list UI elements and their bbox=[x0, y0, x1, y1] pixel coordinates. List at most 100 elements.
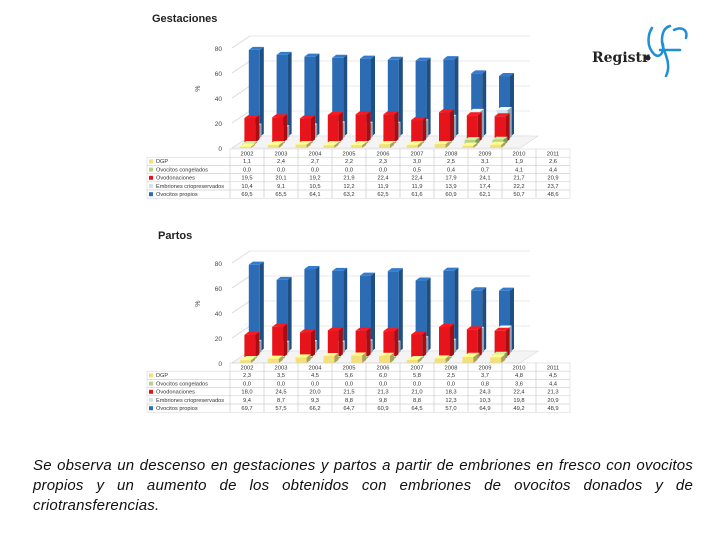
bar-top bbox=[494, 113, 510, 117]
x-tick-label: 2004 bbox=[309, 152, 323, 158]
data-label: 57,5 bbox=[275, 406, 286, 412]
data-label: 9,8 bbox=[379, 398, 387, 404]
bar-front bbox=[240, 146, 251, 148]
bar-front bbox=[332, 57, 344, 137]
bar-top bbox=[272, 114, 288, 118]
bar-ovocitos-propios bbox=[360, 55, 375, 137]
legend-swatch bbox=[149, 159, 153, 164]
bar-top bbox=[383, 111, 399, 115]
bar-front bbox=[323, 356, 335, 363]
bar-front bbox=[355, 114, 367, 143]
data-label: 10,4 bbox=[241, 184, 253, 190]
chart-title: Gestaciones bbox=[152, 13, 217, 25]
y-tick-label: 60 bbox=[215, 71, 223, 78]
bar-ovocitos-propios bbox=[276, 51, 292, 137]
data-label: 4,4 bbox=[549, 381, 558, 387]
data-table: 2002 2003 2004 2005 2006 2007 2008 2009 2010 2011… bbox=[146, 362, 571, 413]
data-label: 62,5 bbox=[377, 192, 388, 198]
bar-ovodonaciones bbox=[244, 115, 260, 143]
data-label: 21,3 bbox=[377, 390, 388, 396]
data-label: 1,9 bbox=[515, 159, 523, 165]
bar-side bbox=[287, 51, 292, 137]
bar-front bbox=[327, 330, 339, 358]
bar-front bbox=[415, 60, 427, 137]
legend-swatch bbox=[149, 389, 153, 394]
x-tick-label: 2004 bbox=[309, 366, 323, 372]
bar-top bbox=[300, 329, 315, 333]
bar-top bbox=[492, 351, 508, 355]
data-label: 64,1 bbox=[309, 192, 320, 198]
legend-swatch bbox=[149, 184, 153, 188]
bar-ovodonaciones bbox=[411, 331, 427, 358]
bar-top bbox=[295, 354, 311, 358]
bar-top bbox=[267, 142, 283, 145]
y-tick-label: 80 bbox=[215, 46, 223, 53]
y-tick-label: 0 bbox=[218, 361, 222, 368]
data-label: 0,0 bbox=[311, 167, 319, 173]
bar-front bbox=[355, 330, 367, 358]
y-tick-label: 0 bbox=[218, 146, 222, 153]
registro-logo: Registr bbox=[592, 24, 688, 78]
bar-top bbox=[300, 115, 315, 119]
bar-ovodonaciones bbox=[466, 112, 482, 143]
bar-side bbox=[477, 112, 482, 143]
bar-top bbox=[355, 111, 371, 115]
legend-swatch bbox=[149, 406, 153, 411]
data-label: 1,1 bbox=[243, 159, 251, 165]
data-label: 11,9 bbox=[412, 184, 423, 190]
bar-top bbox=[471, 70, 487, 74]
bar-top bbox=[434, 355, 450, 359]
bar-dgp bbox=[295, 141, 311, 148]
data-label: 0,0 bbox=[447, 381, 455, 387]
bar-ovodonaciones bbox=[439, 324, 454, 358]
bar-dgp bbox=[434, 355, 450, 363]
data-label: 48,6 bbox=[547, 192, 558, 198]
x-tick-label: 2009 bbox=[479, 152, 492, 158]
bar-ovodonaciones bbox=[300, 115, 315, 143]
bar-front bbox=[439, 112, 450, 143]
data-label: 60,9 bbox=[377, 406, 388, 412]
data-label: 0,0 bbox=[379, 381, 387, 387]
bar-front bbox=[383, 331, 395, 358]
bar-top bbox=[439, 109, 454, 113]
data-label: 20,9 bbox=[547, 398, 558, 404]
data-label: 21,9 bbox=[343, 176, 354, 182]
bar-top bbox=[415, 277, 431, 281]
bar-side bbox=[343, 267, 348, 352]
bar-dgp bbox=[462, 354, 478, 363]
data-label: 69,7 bbox=[241, 406, 252, 412]
bar-dgp bbox=[295, 354, 311, 363]
data-label: 4,1 bbox=[515, 167, 523, 173]
y-tick-label: 40 bbox=[215, 96, 223, 103]
bar-front bbox=[466, 115, 478, 143]
bar-top bbox=[323, 353, 339, 356]
bar-side bbox=[477, 326, 482, 358]
data-label: 2,6 bbox=[549, 159, 557, 165]
bar-front bbox=[383, 114, 395, 143]
bar-ovocitos-propios bbox=[387, 56, 403, 137]
legend-label: Ovocitos propios bbox=[156, 192, 198, 198]
bar-dgp bbox=[267, 142, 283, 148]
bar-front bbox=[499, 76, 510, 137]
bar-top bbox=[379, 352, 394, 356]
bar-top bbox=[466, 112, 482, 116]
gridline-diag bbox=[231, 35, 251, 49]
bar-top bbox=[490, 354, 506, 358]
bar-side bbox=[315, 53, 320, 137]
bar-ovodonaciones bbox=[244, 331, 260, 358]
x-tick-label: 2002 bbox=[241, 366, 254, 372]
bar-side bbox=[306, 141, 311, 148]
bar-side bbox=[278, 142, 283, 148]
bar-front bbox=[406, 359, 418, 363]
caption-text: Se observa un descenso en gestaciones y … bbox=[33, 457, 693, 514]
bar-ovodonaciones bbox=[411, 117, 427, 143]
data-label: 2,7 bbox=[311, 159, 319, 165]
bar-front bbox=[248, 264, 260, 352]
bar-top bbox=[327, 112, 343, 116]
data-label: 23,7 bbox=[547, 184, 558, 190]
bar-front bbox=[300, 118, 311, 143]
bar-side bbox=[417, 141, 422, 148]
bar-side bbox=[454, 267, 459, 352]
bar-side bbox=[255, 331, 260, 358]
